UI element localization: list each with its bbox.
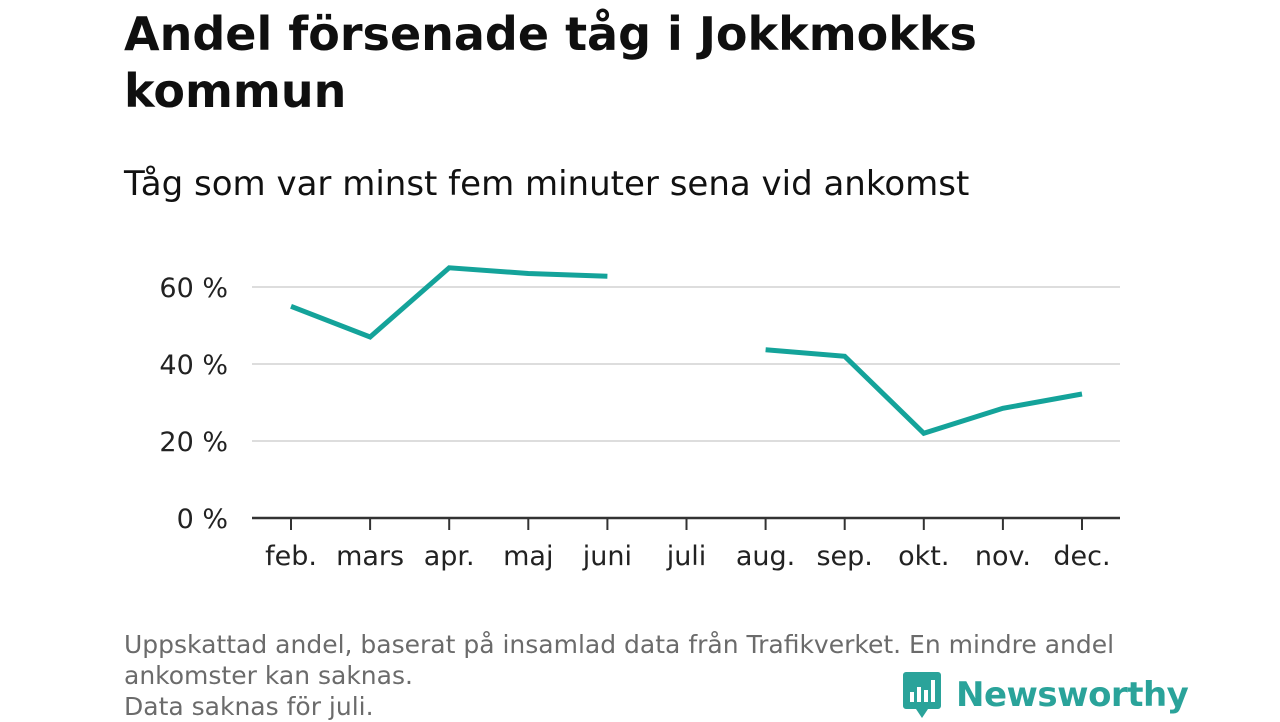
x-tick-label: nov. (975, 541, 1031, 572)
x-tick-label: maj (503, 541, 553, 572)
x-tick-label: apr. (424, 541, 475, 572)
newsworthy-logo-icon (903, 672, 941, 718)
x-tick-label: feb. (265, 541, 317, 572)
footnote-line: Uppskattad andel, baserat på insamlad da… (124, 630, 1115, 659)
x-tick-label: juli (666, 541, 707, 572)
y-tick-label: 40 % (159, 350, 228, 381)
line-chart: 0 % 20 % 40 % 60 % feb. mars apr. maj juni juli a… (159, 265, 1120, 572)
y-tick-label: 60 % (159, 273, 228, 304)
y-tick-label: 0 % (177, 504, 228, 535)
x-tick-label: okt. (898, 541, 949, 572)
chart-title: Andel försenade tåg i Jokkmokks kommun (124, 7, 977, 118)
y-axis-labels: 0 % 20 % 40 % 60 % (159, 273, 228, 535)
series-line (290, 265, 608, 340)
series-line (765, 347, 1083, 437)
x-axis (252, 516, 1120, 530)
chart-footnote: Uppskattad andel, baserat på insamlad da… (124, 629, 1154, 722)
newsworthy-brand: Newsworthy (902, 670, 1189, 720)
x-tick-label: mars (336, 541, 404, 572)
chart-subtitle: Tåg som var minst fem minuter sena vid a… (124, 164, 970, 204)
footnote-line: ankomster kan saknas. (124, 661, 413, 690)
brand-name: Newsworthy (956, 675, 1189, 715)
x-tick-label: aug. (736, 541, 795, 572)
y-tick-label: 20 % (159, 427, 228, 458)
series-lines (290, 265, 1083, 437)
footnote-line: Data saknas för juli. (124, 692, 374, 721)
x-tick-label: juni (582, 541, 632, 572)
x-axis-labels: feb. mars apr. maj juni juli aug. sep. okt. nov. d… (265, 541, 1111, 572)
x-tick-label: dec. (1053, 541, 1110, 572)
x-tick-label: sep. (816, 541, 872, 572)
grid-lines (252, 286, 1120, 442)
